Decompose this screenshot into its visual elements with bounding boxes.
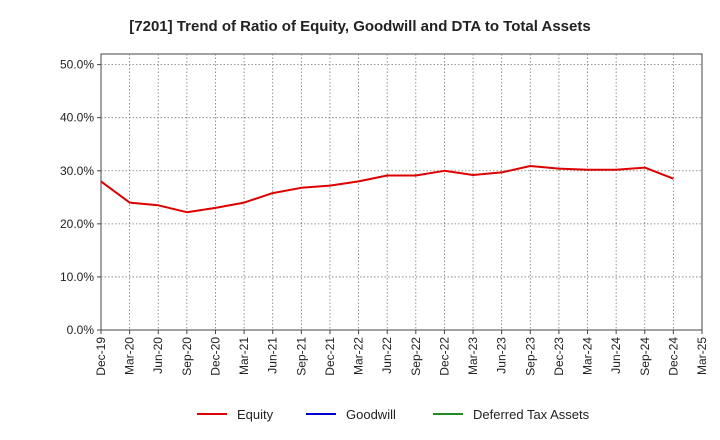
x-tick-label: Dec-22: [437, 337, 451, 376]
chart-title: [7201] Trend of Ratio of Equity, Goodwil…: [129, 18, 590, 35]
y-tick-label: 40.0%: [60, 111, 94, 125]
y-tick-label: 30.0%: [60, 164, 94, 178]
legend-label: Equity: [237, 407, 274, 422]
x-tick-label: Dec-21: [323, 337, 337, 376]
x-tick-label: Jun-20: [151, 337, 165, 374]
x-tick-label: Sep-22: [409, 337, 423, 376]
axes: 0.0% 10.0% 20.0% 30.0% 40.0% 50.0% Dec-19 Mar-2…: [60, 58, 709, 376]
x-tick-label: Mar-21: [237, 337, 251, 375]
x-tick-label: Sep-20: [180, 337, 194, 376]
y-tick-label: 10.0%: [60, 270, 94, 284]
x-tick-label: Mar-23: [466, 337, 480, 375]
x-tick-label: Dec-19: [94, 337, 108, 376]
x-tick-label: Sep-24: [638, 337, 652, 376]
x-tick-label: Jun-24: [609, 337, 623, 374]
y-tick-label: 50.0%: [60, 58, 94, 72]
y-tick-label: 20.0%: [60, 217, 94, 231]
legend-label: Goodwill: [346, 407, 396, 422]
x-tick-label: Dec-24: [666, 337, 680, 376]
grid-lines: [100, 53, 703, 331]
x-tick-label: Mar-25: [695, 337, 709, 375]
x-tick-label: Mar-20: [123, 337, 137, 375]
x-tick-label: Sep-21: [294, 337, 308, 376]
x-tick-label: Dec-23: [552, 337, 566, 376]
legend-label: Deferred Tax Assets: [473, 407, 590, 422]
x-tick-label: Jun-23: [495, 337, 509, 374]
series-line-equity: [100, 165, 674, 214]
x-tick-label: Sep-23: [523, 337, 537, 376]
plot-area: [100, 53, 703, 331]
x-tick-label: Dec-20: [208, 337, 222, 376]
legend: Equity Goodwill Deferred Tax Assets: [197, 407, 590, 422]
x-tick-label: Jun-22: [380, 337, 394, 374]
x-tick-label: Jun-21: [266, 337, 280, 374]
x-tick-label: Mar-22: [352, 337, 366, 375]
x-tick-label: Mar-24: [581, 337, 595, 375]
y-tick-label: 0.0%: [67, 323, 95, 337]
series-lines: [100, 165, 674, 214]
